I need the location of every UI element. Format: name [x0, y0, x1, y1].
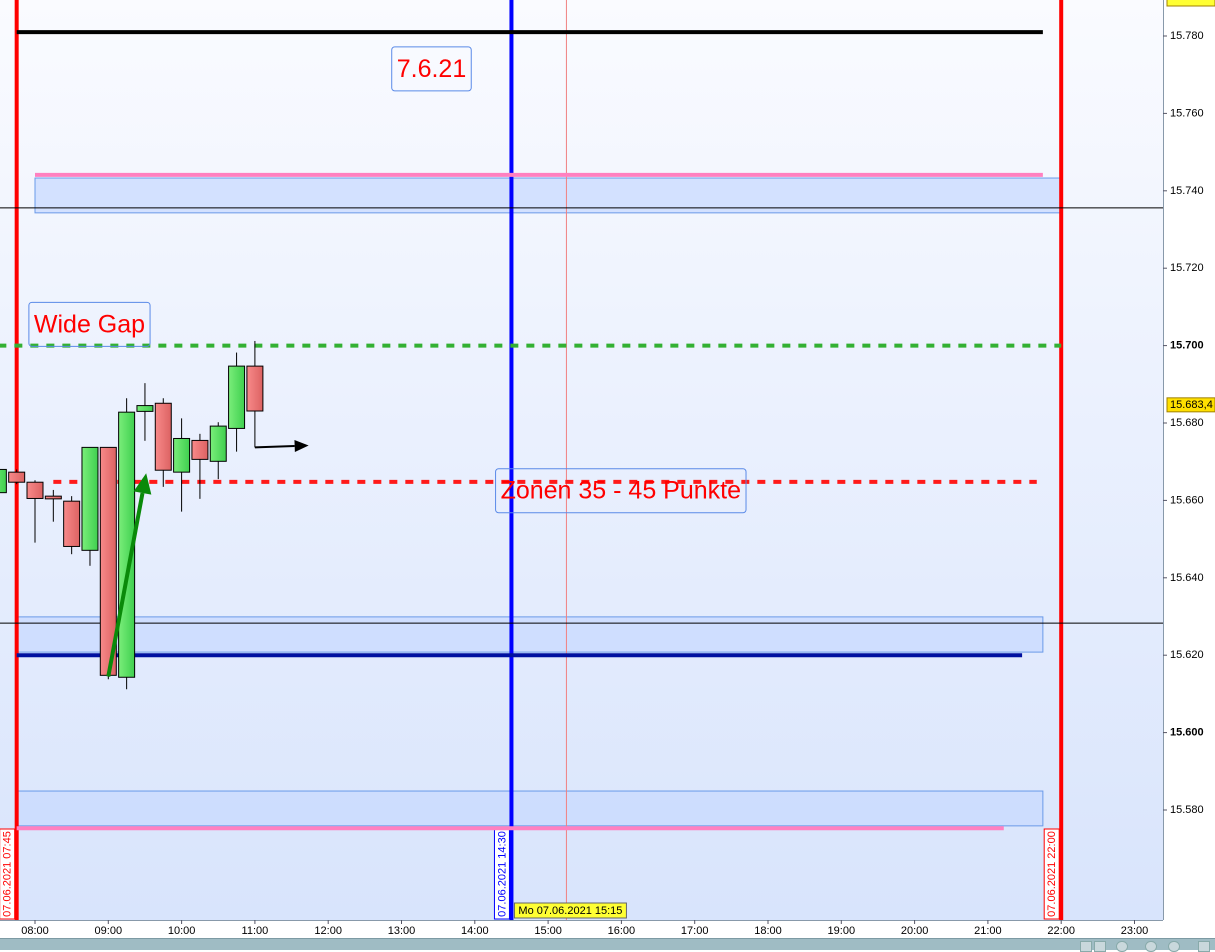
y-tick-label: 15.620 [1170, 649, 1204, 661]
session-start-label-box [0, 828, 16, 920]
zone-bottom [16, 790, 1044, 827]
zone-middle [16, 616, 1044, 653]
candle-up [209, 425, 227, 462]
candle-down [8, 471, 26, 483]
candle-down [63, 500, 81, 547]
x-tick-label: 13:00 [388, 925, 416, 937]
zone-top [34, 177, 1062, 214]
candle-down [246, 365, 264, 412]
x-tick-label: 20:00 [901, 925, 929, 937]
time-axis[interactable] [0, 920, 1215, 938]
zoom-in-icon[interactable] [1168, 941, 1180, 952]
y-tick-label: 15.700 [1170, 340, 1204, 352]
x-tick-label: 14:00 [461, 925, 489, 937]
plot-background [0, 0, 1163, 920]
session-end-label: 07.06.2021 22:00 [1046, 831, 1058, 917]
date-note-text: 7.6.21 [397, 55, 467, 83]
date-note-box [391, 46, 472, 92]
crosshair-time-badge [513, 902, 627, 919]
candle-down [191, 439, 209, 460]
chart-toolbar [0, 938, 1215, 952]
candle-down [44, 495, 62, 500]
last-price-badge [1166, 397, 1215, 413]
x-tick-label: 09:00 [95, 925, 123, 937]
x-tick-label: 21:00 [974, 925, 1002, 937]
y-tick-label: 15.640 [1170, 572, 1204, 584]
top-price-badge [1166, 0, 1215, 7]
y-tick-label: 15.580 [1170, 804, 1204, 816]
black-arrow-head [294, 439, 309, 452]
candle-up [136, 405, 154, 412]
zoom-out-icon[interactable] [1145, 941, 1157, 952]
x-tick-label: 16:00 [608, 925, 636, 937]
zones-note-text: Zonen 35 - 45 Punkte [501, 477, 741, 505]
x-tick-label: 22:00 [1047, 925, 1075, 937]
last-price-label: 15.683,4 [1170, 399, 1213, 411]
y-tick-label: 15.600 [1170, 727, 1204, 739]
y-tick-label: 15.680 [1170, 417, 1204, 429]
x-tick-label: 12:00 [314, 925, 342, 937]
session-mark-label: 07.06.2021 14:30 [496, 831, 508, 917]
x-tick-label: 08:00 [21, 925, 49, 937]
y-tick-label: 15.720 [1170, 262, 1204, 274]
candle-up [0, 468, 7, 494]
y-tick-label: 15.780 [1170, 30, 1204, 42]
candle-up [173, 437, 191, 473]
crosshair-time-label: Mo 07.06.2021 15:15 [518, 905, 622, 917]
session-start-label: 07.06.2021 07:45 [2, 831, 14, 917]
wide-gap-note-box [28, 301, 151, 347]
x-tick-label: 11:00 [242, 925, 269, 937]
price-axis[interactable] [1163, 0, 1215, 920]
x-tick-label: 23:00 [1121, 925, 1149, 937]
green-arrow-shaft [106, 492, 145, 677]
y-tick-label: 15.740 [1170, 185, 1204, 197]
session-end-label-box [1043, 828, 1060, 920]
autoscale-icon[interactable] [1116, 941, 1128, 952]
candle-up [81, 446, 99, 551]
zones-note-box [495, 468, 747, 514]
grid-icon[interactable] [1198, 941, 1210, 952]
scroll-left-button[interactable] [1080, 941, 1092, 952]
x-tick-label: 10:00 [168, 925, 196, 937]
candle-down [154, 402, 172, 471]
y-tick-label: 15.660 [1170, 494, 1204, 506]
black-arrow-shaft [254, 444, 295, 449]
green-arrow-head [133, 473, 152, 495]
x-tick-label: 18:00 [754, 925, 782, 937]
candle-down [26, 481, 44, 499]
scroll-right-button[interactable] [1094, 941, 1106, 952]
x-tick-label: 19:00 [828, 925, 856, 937]
candle-up [228, 365, 246, 429]
x-tick-label: 17:00 [681, 925, 709, 937]
y-tick-label: 15.760 [1170, 107, 1204, 119]
x-tick-label: 15:00 [534, 925, 562, 937]
wide-gap-note-text: Wide Gap [34, 310, 145, 338]
